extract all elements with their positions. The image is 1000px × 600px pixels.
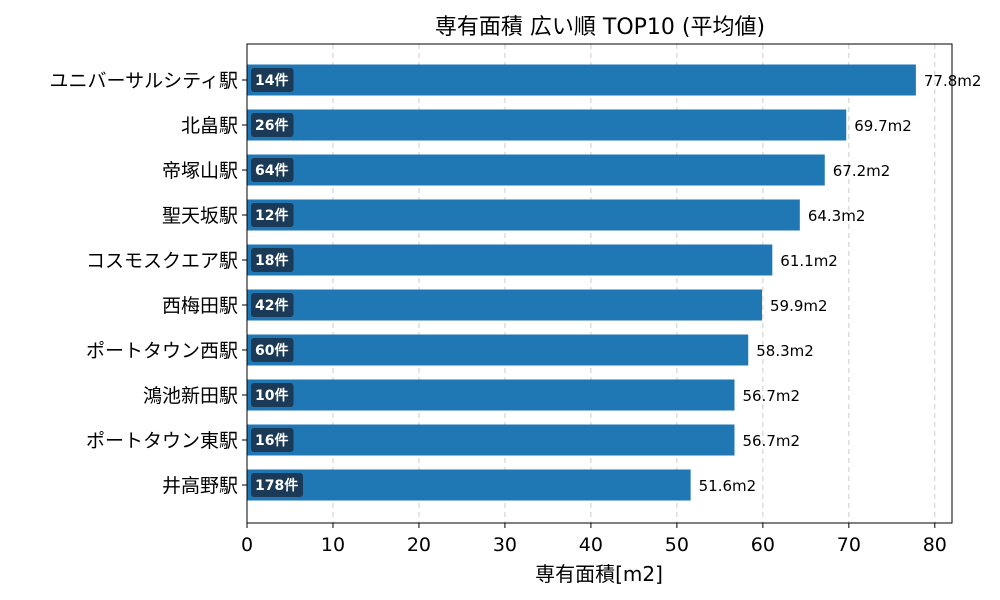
count-label: 26件 — [255, 117, 288, 134]
count-badge — [251, 113, 294, 137]
x-tick-label: 10 — [321, 534, 345, 556]
bar — [247, 379, 735, 411]
bar — [247, 289, 762, 321]
value-label: 56.7m2 — [742, 387, 800, 405]
bar — [247, 469, 691, 501]
bar — [247, 244, 773, 276]
count-label: 14件 — [255, 72, 288, 89]
bars: 14件 77.8m2 26件 69.7m2 64件 67.2m2 12件 64.3m2 18件 6… — [247, 64, 982, 501]
category-label: ポートタウン東駅 — [86, 430, 238, 452]
count-badge — [251, 203, 294, 227]
count-badge — [251, 383, 294, 407]
count-label: 16件 — [255, 432, 288, 449]
category-label: ユニバーサルシティ駅 — [50, 70, 238, 92]
value-label: 67.2m2 — [833, 162, 891, 180]
category-label: 井高野駅 — [162, 475, 238, 497]
x-axis-label: 専有面積[m2] — [535, 562, 663, 586]
count-label: 178件 — [255, 477, 298, 494]
value-label: 59.9m2 — [770, 297, 828, 315]
count-label: 10件 — [255, 387, 288, 404]
category-label: 西梅田駅 — [162, 295, 238, 317]
category-label: 鴻池新田駅 — [143, 385, 238, 407]
count-badge — [251, 248, 294, 272]
count-label: 18件 — [255, 252, 288, 269]
x-tick-label: 70 — [837, 534, 861, 556]
value-label: 61.1m2 — [780, 252, 838, 270]
bar — [247, 424, 735, 456]
y-tick-labels: ユニバーサルシティ駅北畠駅帝塚山駅聖天坂駅コスモスクエア駅西梅田駅ポートタウン西… — [50, 70, 247, 497]
bar — [247, 154, 825, 186]
category-label: コスモスクエア駅 — [86, 250, 238, 272]
bar — [247, 64, 916, 96]
x-tick-label: 50 — [665, 534, 689, 556]
x-tick-label: 60 — [751, 534, 775, 556]
bar — [247, 199, 800, 231]
count-label: 42件 — [255, 297, 288, 314]
x-tick-label: 0 — [241, 534, 253, 556]
count-label: 12件 — [255, 207, 288, 224]
count-badge — [251, 158, 294, 182]
category-label: 帝塚山駅 — [162, 160, 238, 182]
count-label: 64件 — [255, 162, 288, 179]
category-label: 北畠駅 — [181, 115, 238, 137]
chart-title: 専有面積 広い順 TOP10 (平均値) — [435, 15, 765, 40]
value-label: 77.8m2 — [924, 72, 982, 90]
count-badge — [251, 293, 294, 317]
value-label: 69.7m2 — [854, 117, 912, 135]
count-badge — [251, 68, 294, 92]
value-label: 56.7m2 — [742, 432, 800, 450]
category-label: 聖天坂駅 — [162, 205, 238, 227]
value-label: 58.3m2 — [756, 342, 814, 360]
x-tick-label: 30 — [493, 534, 517, 556]
value-label: 51.6m2 — [699, 477, 757, 495]
count-badge — [251, 428, 294, 452]
count-badge — [251, 338, 294, 362]
bar — [247, 334, 749, 366]
value-label: 64.3m2 — [808, 207, 866, 225]
x-tick-label: 80 — [923, 534, 947, 556]
count-label: 60件 — [255, 342, 288, 359]
count-badge — [251, 473, 303, 497]
x-tick-label: 40 — [579, 534, 603, 556]
bar — [247, 109, 847, 141]
x-tick-label: 20 — [407, 534, 431, 556]
category-label: ポートタウン西駅 — [86, 340, 238, 362]
plot-frame — [246, 43, 953, 524]
x-ticks: 0 10 20 30 40 50 60 70 80 — [241, 523, 947, 556]
